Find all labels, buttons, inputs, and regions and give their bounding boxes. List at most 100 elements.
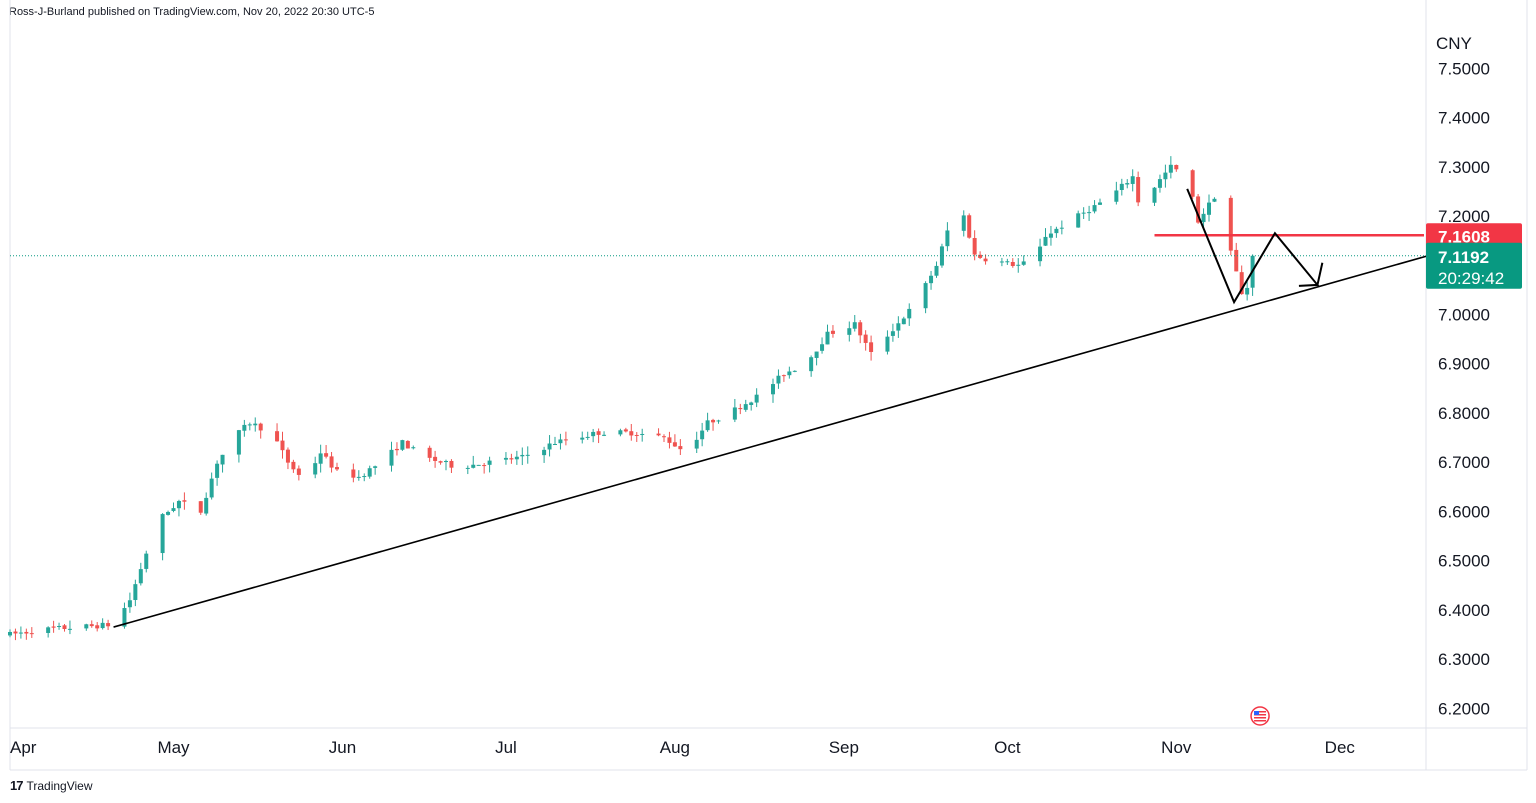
- candle-body: [247, 424, 252, 426]
- flag-icon-stripe: [1254, 711, 1267, 713]
- candle-body: [29, 633, 34, 635]
- candle-body: [280, 440, 285, 451]
- time-tick-label: Oct: [994, 738, 1021, 757]
- candle-body: [89, 624, 94, 627]
- candle-body: [525, 454, 530, 456]
- candle-body: [514, 456, 519, 460]
- us-flag-event-icon[interactable]: [1250, 706, 1270, 726]
- candle-body: [1043, 236, 1048, 246]
- candle-body: [373, 466, 378, 468]
- price-tick-label: 6.2000: [1438, 699, 1490, 718]
- price-tick-label: 6.4000: [1438, 601, 1490, 620]
- candle-body: [814, 351, 819, 358]
- candle-body: [852, 322, 857, 329]
- candle-body: [771, 384, 775, 395]
- candle-body: [144, 553, 149, 569]
- candle-body: [934, 265, 939, 276]
- flag-icon-stripe: [1254, 720, 1267, 722]
- publisher-header: Ross-J-Burland published on TradingView.…: [9, 6, 375, 18]
- price-tick-label: 6.3000: [1438, 650, 1490, 669]
- candle-body: [596, 431, 601, 435]
- candle-body: [166, 511, 171, 515]
- candle-body: [700, 430, 705, 440]
- last-price-label: 7.1192: [1438, 248, 1489, 267]
- candle-body: [662, 436, 666, 438]
- candle-body: [792, 370, 797, 372]
- candle-body: [825, 331, 830, 345]
- candle-body: [394, 448, 399, 451]
- candle-body: [738, 408, 743, 410]
- candle-body: [1076, 213, 1081, 228]
- candle-body: [24, 631, 29, 634]
- candle-body: [258, 423, 263, 431]
- candle-body: [367, 468, 372, 477]
- time-tick-label: Aug: [660, 738, 690, 757]
- candle-body: [945, 230, 950, 247]
- price-tick-label: 7.4000: [1438, 109, 1490, 128]
- candle-body: [1059, 227, 1064, 229]
- chart-frame: [9, 0, 1528, 771]
- candle-body: [400, 440, 405, 450]
- price-tick-label: 7.0000: [1438, 305, 1490, 324]
- candle-body: [133, 584, 138, 600]
- candle-body: [1190, 170, 1195, 197]
- candle-body: [318, 453, 323, 464]
- projection-path[interactable]: [1186, 188, 1320, 305]
- candle-body: [542, 449, 547, 456]
- candle-body: [558, 439, 563, 444]
- time-axis[interactable]: Apr May Jun Jul Aug Sep Oct Nov Dec: [10, 738, 1355, 757]
- candle-body: [863, 334, 868, 343]
- candle-body: [275, 431, 280, 442]
- candle-body: [209, 478, 214, 498]
- candle-body: [405, 440, 410, 449]
- candle-body: [1092, 205, 1097, 212]
- price-tick-label: 6.6000: [1438, 502, 1490, 521]
- candle-body: [1081, 212, 1086, 214]
- price-tick-label: 7.3000: [1438, 158, 1490, 177]
- price-tick-label: 6.9000: [1438, 355, 1490, 374]
- price-axis[interactable]: CNY 7.5000 7.4000 7.3000 7.2000 7.0000 6.9000…: [1436, 34, 1490, 718]
- time-tick-label: May: [157, 738, 190, 757]
- candle-body: [520, 454, 525, 457]
- candle-body: [847, 328, 852, 335]
- time-tick-label: Sep: [829, 738, 859, 757]
- candle-body: [465, 467, 470, 469]
- candle-body: [122, 608, 127, 627]
- user-drawings[interactable]: [10, 188, 1482, 726]
- candle-body: [1087, 212, 1092, 214]
- candle-body: [1010, 261, 1015, 267]
- candle-body: [749, 402, 754, 405]
- candle-body: [362, 476, 367, 478]
- candle-body: [640, 433, 645, 435]
- time-tick-label: Dec: [1325, 738, 1356, 757]
- candle-body: [438, 461, 443, 463]
- projection-arrow-head[interactable]: [1316, 262, 1324, 286]
- candle-body: [236, 430, 241, 455]
- candle-body: [1212, 198, 1217, 202]
- candle-body: [449, 460, 454, 468]
- candle-body: [563, 439, 568, 441]
- candle-body: [580, 437, 585, 440]
- candle-body: [705, 420, 710, 431]
- candle-body: [1038, 246, 1043, 262]
- candle-body: [1157, 179, 1162, 188]
- trendline[interactable]: [113, 239, 1482, 628]
- candle-body: [1048, 233, 1053, 238]
- candle-body: [787, 371, 792, 376]
- candle-body: [1005, 261, 1010, 263]
- time-tick-label: Jul: [495, 738, 517, 757]
- candle-body: [171, 508, 176, 511]
- candle-body: [634, 434, 639, 436]
- candle-body: [1054, 228, 1059, 234]
- candle-body: [820, 344, 825, 351]
- candle-body: [329, 456, 334, 468]
- tradingview-logo[interactable]: 17 TradingView: [10, 778, 93, 793]
- candle-body: [929, 275, 934, 284]
- candle-body: [678, 446, 683, 450]
- flag-icon-ring: [1250, 706, 1270, 726]
- candle-body: [215, 463, 220, 478]
- candle-body: [62, 625, 67, 630]
- candle-body: [547, 443, 552, 450]
- price-tick-label: 7.5000: [1438, 59, 1490, 78]
